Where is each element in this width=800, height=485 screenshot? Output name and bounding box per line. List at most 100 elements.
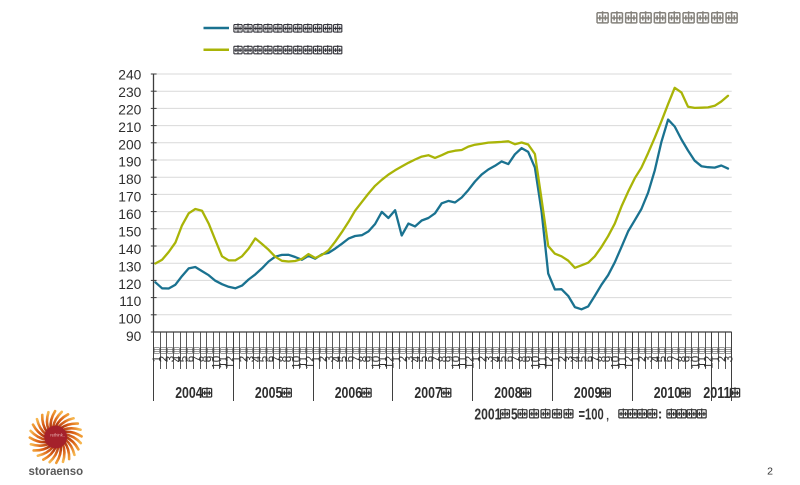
svg-text:2: 2 bbox=[767, 466, 773, 478]
svg-text:2: 2 bbox=[159, 356, 171, 362]
svg-text:8: 8 bbox=[597, 356, 609, 362]
svg-text:9: 9 bbox=[285, 356, 297, 362]
svg-text:11: 11 bbox=[298, 356, 310, 368]
svg-text:2010: 2010 bbox=[654, 385, 681, 402]
svg-text:rethink..: rethink.. bbox=[50, 433, 65, 438]
svg-text:,: , bbox=[606, 406, 610, 423]
svg-text:1: 1 bbox=[232, 356, 244, 362]
svg-text:3: 3 bbox=[484, 356, 496, 362]
svg-text:1: 1 bbox=[710, 356, 722, 362]
svg-text:8: 8 bbox=[517, 356, 529, 362]
svg-text:6: 6 bbox=[345, 356, 357, 362]
svg-text:7: 7 bbox=[272, 356, 284, 362]
svg-text:10: 10 bbox=[611, 356, 623, 369]
svg-text:200: 200 bbox=[118, 137, 141, 152]
svg-text:4: 4 bbox=[411, 355, 423, 362]
svg-text:3: 3 bbox=[564, 356, 576, 362]
svg-text:7: 7 bbox=[511, 356, 523, 362]
svg-text:2: 2 bbox=[478, 356, 490, 362]
svg-text:7: 7 bbox=[670, 356, 682, 362]
svg-text:1: 1 bbox=[551, 356, 563, 362]
svg-text:1: 1 bbox=[471, 356, 483, 362]
svg-text:12: 12 bbox=[305, 356, 317, 369]
svg-text:=100: =100 bbox=[579, 406, 604, 423]
svg-text:12: 12 bbox=[624, 356, 636, 369]
svg-text:160: 160 bbox=[118, 207, 141, 222]
svg-text:240: 240 bbox=[118, 68, 141, 83]
svg-text:2009: 2009 bbox=[574, 385, 601, 402]
svg-text:3: 3 bbox=[325, 356, 337, 362]
svg-text:150: 150 bbox=[118, 224, 141, 239]
svg-text:9: 9 bbox=[365, 356, 377, 362]
svg-text:2: 2 bbox=[398, 356, 410, 362]
svg-text:10: 10 bbox=[212, 356, 224, 369]
svg-text:8: 8 bbox=[358, 356, 370, 362]
svg-text:12: 12 bbox=[544, 356, 556, 369]
svg-text:2: 2 bbox=[637, 356, 649, 362]
svg-text:8: 8 bbox=[677, 356, 689, 362]
svg-text:11: 11 bbox=[697, 356, 709, 368]
svg-text:3: 3 bbox=[644, 356, 656, 362]
svg-text:5: 5 bbox=[338, 356, 350, 362]
svg-text:8: 8 bbox=[438, 356, 450, 362]
svg-text:3: 3 bbox=[723, 356, 735, 362]
svg-text:2005: 2005 bbox=[255, 385, 282, 402]
svg-text:120: 120 bbox=[118, 277, 141, 292]
svg-text:190: 190 bbox=[118, 155, 141, 170]
svg-text:5: 5 bbox=[418, 356, 430, 362]
svg-text:10: 10 bbox=[291, 356, 303, 369]
svg-text:210: 210 bbox=[118, 120, 141, 135]
svg-text:1: 1 bbox=[311, 356, 323, 362]
svg-text:12: 12 bbox=[464, 356, 476, 369]
svg-text:4: 4 bbox=[491, 355, 503, 362]
svg-text:10: 10 bbox=[531, 356, 543, 369]
svg-text:5: 5 bbox=[179, 356, 191, 362]
svg-text:5: 5 bbox=[511, 406, 518, 423]
svg-text:11: 11 bbox=[458, 356, 470, 368]
svg-text:180: 180 bbox=[118, 172, 141, 187]
svg-text:8: 8 bbox=[278, 356, 290, 362]
svg-text:9: 9 bbox=[205, 356, 217, 362]
svg-text:6: 6 bbox=[185, 356, 197, 362]
svg-text:2011: 2011 bbox=[703, 385, 730, 402]
svg-text:9: 9 bbox=[604, 356, 616, 362]
svg-text:7: 7 bbox=[192, 356, 204, 362]
svg-text:4: 4 bbox=[252, 355, 264, 362]
svg-text:2: 2 bbox=[318, 356, 330, 362]
svg-text:10: 10 bbox=[451, 356, 463, 369]
svg-text:11: 11 bbox=[617, 356, 629, 368]
svg-text:4: 4 bbox=[650, 355, 662, 362]
svg-text:3: 3 bbox=[404, 356, 416, 362]
svg-text::: : bbox=[658, 405, 663, 421]
svg-text:12: 12 bbox=[385, 356, 397, 369]
svg-text:4: 4 bbox=[571, 355, 583, 362]
svg-text:3: 3 bbox=[165, 356, 177, 362]
svg-text:140: 140 bbox=[118, 242, 141, 257]
svg-text:7: 7 bbox=[431, 356, 443, 362]
svg-text:130: 130 bbox=[118, 259, 141, 274]
svg-text:1: 1 bbox=[152, 356, 164, 362]
svg-text:2006: 2006 bbox=[335, 385, 362, 402]
svg-text:6: 6 bbox=[664, 356, 676, 362]
svg-text:6: 6 bbox=[584, 356, 596, 362]
svg-text:230: 230 bbox=[118, 85, 141, 100]
svg-text:storaenso: storaenso bbox=[29, 464, 84, 478]
svg-text:9: 9 bbox=[524, 356, 536, 362]
svg-text:6: 6 bbox=[265, 356, 277, 362]
svg-text:11: 11 bbox=[218, 356, 230, 368]
svg-text:2004: 2004 bbox=[175, 385, 202, 402]
svg-text:4: 4 bbox=[331, 355, 343, 362]
svg-text:5: 5 bbox=[657, 356, 669, 362]
svg-text:9: 9 bbox=[444, 356, 456, 362]
svg-text:6: 6 bbox=[424, 356, 436, 362]
svg-text:9: 9 bbox=[684, 356, 696, 362]
svg-text:11: 11 bbox=[378, 356, 390, 368]
svg-text:6: 6 bbox=[504, 356, 516, 362]
svg-text:220: 220 bbox=[118, 102, 141, 117]
svg-text:170: 170 bbox=[118, 190, 141, 205]
svg-text:5: 5 bbox=[577, 356, 589, 362]
svg-text:3: 3 bbox=[245, 356, 257, 362]
svg-text:100: 100 bbox=[118, 312, 141, 327]
svg-text:8: 8 bbox=[198, 356, 210, 362]
svg-text:7: 7 bbox=[351, 356, 363, 362]
